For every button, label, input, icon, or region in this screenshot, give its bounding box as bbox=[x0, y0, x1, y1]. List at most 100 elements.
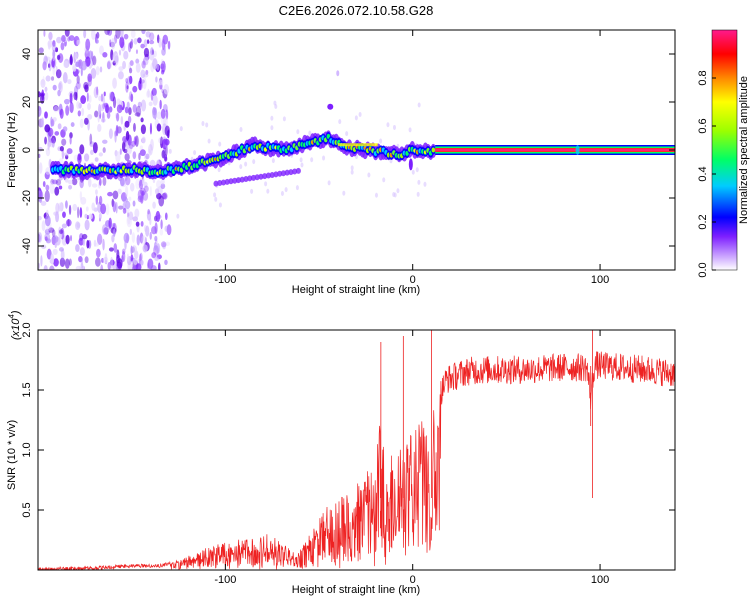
spectrogram-noise-blob bbox=[156, 123, 162, 132]
spectrogram-haze-blob bbox=[396, 188, 400, 194]
branch-blob bbox=[250, 174, 256, 181]
spectrogram-noise-blob bbox=[95, 189, 98, 195]
spectrogram-noise-blob bbox=[59, 145, 64, 152]
spectrogram-noise-blob bbox=[145, 153, 150, 160]
spectrogram-noise-blob bbox=[44, 111, 48, 119]
spectrogram-noise-blob bbox=[135, 221, 140, 227]
spectrogram-noise-blob bbox=[48, 31, 53, 41]
spectrogram-noise-blob bbox=[75, 81, 81, 90]
spectrogram-haze-blob bbox=[386, 122, 390, 128]
isolated-spot bbox=[336, 70, 340, 77]
spectrogram-y-tick-label: 20 bbox=[21, 96, 33, 108]
spectrogram-noise-blob bbox=[106, 61, 111, 70]
spectrogram-noise-blob bbox=[87, 113, 93, 120]
spectrogram-noise-blob bbox=[62, 72, 68, 84]
spectrogram-noise-blob bbox=[126, 101, 130, 110]
spectrogram-noise-blob bbox=[119, 104, 123, 111]
spectrogram-haze-blob bbox=[179, 126, 183, 132]
branch-blob bbox=[239, 176, 245, 183]
spectrogram-haze-blob bbox=[296, 129, 300, 135]
ridge-hot-spot bbox=[263, 147, 268, 152]
spectrogram-noise-blob bbox=[149, 122, 153, 135]
spectrogram-noise-blob bbox=[93, 239, 97, 247]
spectrogram-noise-blob bbox=[148, 101, 153, 107]
spectrogram-noise-blob bbox=[166, 130, 170, 139]
spectrogram-noise-blob bbox=[156, 34, 160, 44]
spectrogram-noise-blob bbox=[115, 30, 121, 39]
spectrogram-noise-blob bbox=[139, 145, 144, 151]
spectrogram-haze-blob bbox=[393, 192, 397, 198]
spectrogram-noise-blob bbox=[77, 110, 81, 117]
spectrogram-noise-blob bbox=[141, 30, 146, 35]
spectrogram-noise-blob bbox=[139, 232, 144, 244]
colorbar-label: Normalized spectral amplitude bbox=[738, 76, 750, 224]
spectrogram-noise-blob bbox=[47, 63, 51, 68]
branch-blob bbox=[254, 174, 260, 181]
spectrogram-haze-blob bbox=[205, 122, 209, 128]
spectrogram-noise-blob bbox=[44, 136, 47, 145]
spectrogram-noise-blob bbox=[95, 66, 100, 76]
spectrogram-noise-blob bbox=[139, 178, 142, 186]
spectrogram-noise-blob bbox=[44, 86, 48, 92]
spectrogram-noise-blob bbox=[44, 215, 51, 227]
spectrogram-noise-blob bbox=[79, 144, 85, 155]
spectrogram-noise-blob bbox=[48, 59, 52, 72]
spectrogram-noise-blob bbox=[76, 222, 81, 229]
spectrogram-noise-blob bbox=[120, 30, 124, 38]
spectrogram-noise-blob bbox=[46, 248, 52, 260]
spectrogram-noise-blob bbox=[160, 108, 166, 119]
spectrogram-noise-blob bbox=[140, 79, 145, 84]
spectrogram-noise-blob bbox=[54, 186, 60, 196]
spectrogram-noise-blob bbox=[78, 255, 83, 263]
spectrogram-noise-blob bbox=[45, 147, 51, 157]
spectrogram-noise-blob bbox=[38, 262, 41, 269]
spectrogram-noise-blob bbox=[145, 225, 150, 237]
spectrogram-noise-blob bbox=[65, 154, 69, 160]
spectrogram-noise-blob bbox=[156, 179, 162, 189]
spectrogram-noise-blob bbox=[119, 36, 125, 49]
spectrogram-noise-blob bbox=[141, 235, 147, 246]
spectrogram-noise-blob bbox=[80, 95, 87, 104]
spectrogram-noise-blob bbox=[98, 103, 102, 115]
spectrogram-noise-blob bbox=[38, 153, 41, 159]
branch-blob bbox=[213, 180, 219, 187]
spectrogram-noise-blob bbox=[166, 224, 172, 236]
spectrogram-noise-blob bbox=[150, 90, 154, 101]
spectrogram-y-ticks: -40 -20 0 20 40 bbox=[21, 48, 675, 254]
spectrogram-noise-blob bbox=[75, 221, 81, 231]
spectrogram-noise-blob bbox=[41, 117, 45, 128]
spectrogram-noise-blob bbox=[60, 249, 65, 261]
spectrogram-noise-blob bbox=[128, 61, 132, 71]
spectrogram-noise-blob bbox=[84, 117, 89, 125]
spectrogram-x-tick-label: 0 bbox=[410, 274, 416, 286]
spectrogram-noise-blob bbox=[152, 95, 158, 106]
colorbar-scale bbox=[711, 29, 738, 271]
spectrogram-noise-blob bbox=[45, 184, 50, 191]
spectrogram-noise-blob bbox=[69, 92, 73, 104]
spectrogram-noise-blob bbox=[125, 81, 129, 93]
spectrogram-noise-blob bbox=[133, 122, 136, 133]
spectrogram-noise-blob bbox=[79, 178, 84, 189]
spectrogram-noise-blob bbox=[158, 79, 164, 86]
spectrogram-noise-blob bbox=[100, 104, 105, 112]
spectrogram-noise-blob bbox=[70, 122, 75, 128]
spectrogram-noise-blob bbox=[160, 63, 165, 70]
spectrogram-noise-blob bbox=[144, 56, 149, 66]
spectrogram-haze-blob bbox=[300, 162, 304, 168]
spectrogram-noise-blob bbox=[140, 221, 144, 227]
spectrogram-noise-blob bbox=[153, 241, 157, 251]
spectrogram-noise-blob bbox=[65, 234, 70, 245]
spectrogram-noise-blob bbox=[110, 256, 114, 269]
spectrogram-noise-blob bbox=[137, 101, 142, 108]
spectrogram-noise-blob bbox=[128, 196, 132, 201]
spectrogram-noise-blob bbox=[143, 185, 149, 193]
spectrogram-noise-blob bbox=[132, 151, 137, 160]
spectrogram-noise-blob bbox=[119, 177, 125, 187]
spectrogram-noise-blob bbox=[69, 136, 72, 145]
spectrogram-noise-blob bbox=[88, 95, 92, 103]
spectrogram-noise-blob bbox=[132, 216, 138, 222]
spectrogram-noise-blob bbox=[39, 93, 45, 104]
spectrogram-noise-blob bbox=[132, 85, 138, 93]
spectrogram-noise-blob bbox=[103, 91, 106, 97]
spectrogram-noise-blob bbox=[123, 33, 129, 40]
